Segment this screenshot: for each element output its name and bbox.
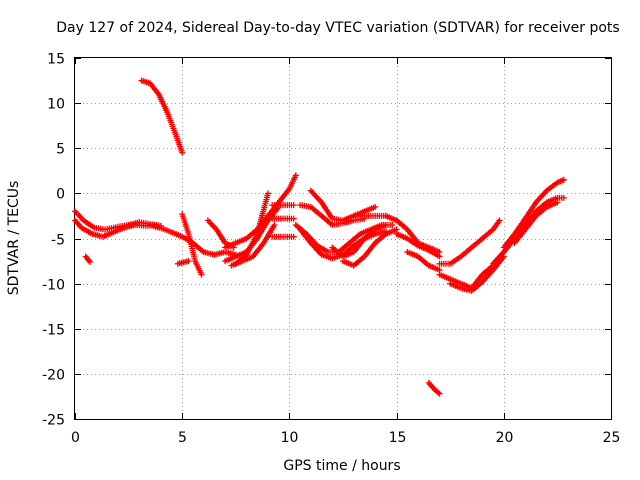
y-axis-label: SDTVAR / TECUs (6, 181, 22, 296)
data-marker-path (72, 217, 160, 240)
x-tick-label: 15 (389, 430, 407, 446)
y-tick-label: 15 (47, 52, 65, 68)
data-marker-path (436, 217, 503, 267)
y-tick-label: 0 (56, 187, 65, 203)
data-marker-path (425, 379, 443, 397)
y-tick-label: 10 (47, 97, 65, 113)
data-marker-path (307, 187, 379, 224)
series-arc-4 (82, 253, 93, 265)
data-marker-path (269, 202, 297, 209)
plot-frame (74, 57, 612, 420)
y-tick-label: -15 (42, 323, 65, 339)
y-tick-label: -10 (42, 278, 65, 294)
series-arc-25 (404, 249, 443, 274)
data-marker-path (393, 231, 443, 260)
data-marker-path (82, 253, 93, 265)
x-tick-label: 25 (603, 430, 621, 446)
series-arc-30 (500, 176, 567, 251)
chart-title: Day 127 of 2024, Sidereal Day-to-day VTE… (56, 20, 619, 36)
series-arc-20 (329, 222, 389, 260)
data-marker-path (179, 211, 205, 278)
series-arc-28 (447, 253, 507, 294)
series-arc-17 (307, 187, 379, 224)
x-tick-label: 10 (281, 430, 299, 446)
data-marker-path (404, 249, 443, 274)
series-arc-21 (340, 226, 400, 269)
x-tick-label: 5 (178, 430, 187, 446)
data-marker-path (269, 233, 297, 240)
series-arc-3 (72, 217, 160, 240)
grid (75, 58, 611, 419)
series-arc-24 (393, 231, 443, 260)
data-points (72, 77, 567, 397)
data-marker-path (174, 258, 192, 267)
series-arc-12 (232, 190, 271, 267)
data-marker-path (511, 199, 561, 246)
series-arc-31 (511, 199, 561, 246)
series-arc-14 (269, 202, 297, 209)
series-arc-26 (436, 217, 503, 267)
series-arc-29 (490, 194, 567, 267)
series-arc-6 (179, 211, 205, 278)
data-marker-path (340, 226, 400, 269)
data-marker-path (232, 190, 271, 267)
data-marker-path (500, 176, 567, 251)
series-arc-1 (138, 77, 186, 156)
y-tick-label: -25 (42, 413, 65, 429)
x-tick-label: 0 (71, 430, 80, 446)
series-arc-7 (174, 258, 192, 267)
data-marker-path (490, 194, 567, 267)
data-marker-path (138, 77, 186, 156)
x-axis-label: GPS time / hours (283, 458, 400, 474)
data-marker-path (329, 222, 389, 260)
axis-ticks: 0 5 10 15 20 25 -25 -20 -15 -10 -5 0 5 10 15 (42, 52, 620, 447)
series-arc-13 (269, 233, 297, 240)
series-arc-15 (269, 215, 297, 222)
data-marker-path (447, 253, 507, 294)
y-tick-label: -20 (42, 368, 65, 384)
y-tick-label: 5 (56, 142, 65, 158)
data-marker-path (269, 215, 297, 222)
y-tick-label: -5 (51, 233, 65, 249)
x-tick-label: 20 (496, 430, 514, 446)
series-arc-32 (425, 379, 443, 397)
